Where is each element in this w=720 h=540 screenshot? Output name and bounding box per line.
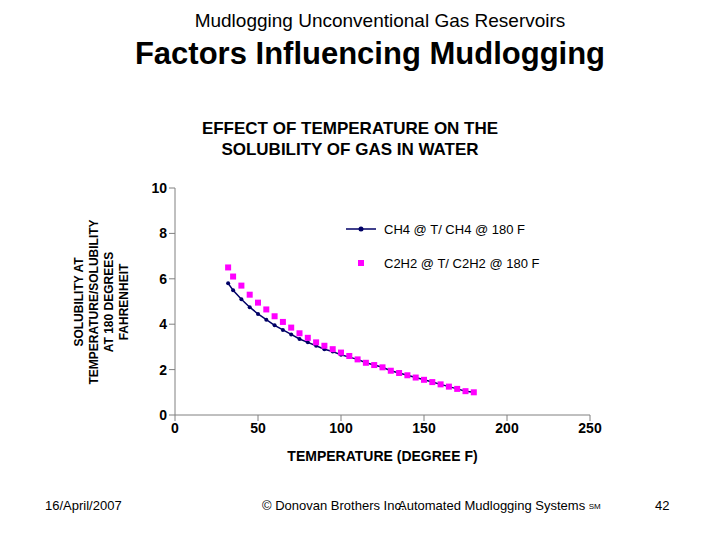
html-text:Mudlogging Unconventional Gas: Mudlogging Unconventional Gas Reservoirs — [194, 10, 566, 31]
svg-text:200: 200 — [495, 420, 519, 436]
html-text:TEMPERATURE/SOLUBILITY: TEMPERATURE/SOLUBILITY — [87, 219, 101, 385]
html-text:C2H2 @ T/ C2H2 @ 180 F: C2H2 @ T/ C2H2 @ 180 F — [384, 255, 540, 271]
svg-text:50: 50 — [250, 420, 266, 436]
svg-text:0: 0 — [159, 407, 167, 423]
html-text:Automated Mudlogging Systems S: Automated Mudlogging Systems SM — [398, 498, 601, 513]
svg-text:4: 4 — [159, 316, 167, 332]
svg-text:6: 6 — [159, 271, 167, 287]
html-text:SOLUBILITY AT: SOLUBILITY AT — [72, 257, 86, 347]
svg-text:250: 250 — [578, 420, 602, 436]
svg-text:8: 8 — [159, 225, 167, 241]
html-text:42: 42 — [655, 498, 670, 513]
html-text:FAHRENHEIT: FAHRENHEIT — [117, 263, 131, 341]
svg-text:TEMPERATURE (DEGREE F): TEMPERATURE (DEGREE F) — [287, 448, 477, 464]
svg-text:10: 10 — [151, 180, 167, 196]
svg-text:2: 2 — [159, 362, 167, 378]
svg-text:150: 150 — [412, 420, 436, 436]
html-text:AT 180 DEGREES: AT 180 DEGREES — [102, 251, 116, 353]
html-text:CH4 @ T/ CH4 @ 180 F: CH4 @ T/ CH4 @ 180 F — [384, 221, 525, 237]
svg-text:100: 100 — [329, 420, 353, 436]
html-text:16/April/2007: 16/April/2007 — [45, 498, 122, 513]
html-text:Factors Influencing Mudlogging: Factors Influencing Mudlogging — [134, 36, 606, 71]
svg-text:0: 0 — [171, 420, 179, 436]
html-text:EFFECT OF TEMPERATURE ON THE S: EFFECT OF TEMPERATURE ON THE SOLUBILITY … — [201, 119, 499, 159]
html-text:© Donovan Brothers Inc.: © Donovan Brothers Inc. — [262, 498, 405, 513]
